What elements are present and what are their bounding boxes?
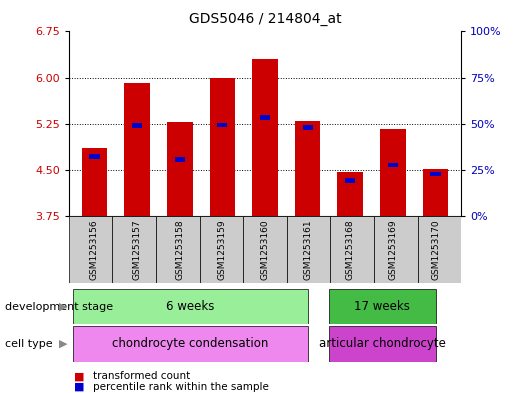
Bar <box>295 121 321 216</box>
Bar <box>174 157 185 162</box>
Text: GSM1253170: GSM1253170 <box>431 219 440 280</box>
Bar <box>423 169 448 216</box>
Text: percentile rank within the sample: percentile rank within the sample <box>93 382 269 392</box>
Text: 6 weeks: 6 weeks <box>166 300 215 313</box>
Text: GSM1253157: GSM1253157 <box>132 219 142 280</box>
Bar <box>200 216 243 283</box>
Text: GSM1253169: GSM1253169 <box>388 219 398 280</box>
Text: 17 weeks: 17 weeks <box>354 300 410 313</box>
Text: development stage: development stage <box>5 301 113 312</box>
Bar <box>69 216 112 283</box>
Bar <box>132 123 142 128</box>
Text: transformed count: transformed count <box>93 371 190 382</box>
Bar <box>260 116 270 120</box>
Bar <box>303 125 313 130</box>
Bar <box>252 59 278 216</box>
Bar <box>73 326 307 362</box>
Text: ■: ■ <box>74 371 85 382</box>
Bar <box>329 289 436 324</box>
Bar <box>287 216 330 283</box>
Text: GDS5046 / 214804_at: GDS5046 / 214804_at <box>189 12 341 26</box>
Text: GSM1253158: GSM1253158 <box>175 219 184 280</box>
Bar <box>430 171 440 176</box>
Text: GSM1253168: GSM1253168 <box>346 219 355 280</box>
Bar <box>125 83 150 216</box>
Bar <box>243 216 287 283</box>
Text: articular chondrocyte: articular chondrocyte <box>319 337 446 351</box>
Bar <box>73 289 307 324</box>
Bar <box>329 326 436 362</box>
Text: cell type: cell type <box>5 339 53 349</box>
Text: ▶: ▶ <box>59 339 67 349</box>
Bar <box>217 123 227 127</box>
Text: ■: ■ <box>74 382 85 392</box>
Bar <box>380 129 405 216</box>
Text: GSM1253160: GSM1253160 <box>261 219 269 280</box>
Bar <box>418 216 461 283</box>
Text: GSM1253159: GSM1253159 <box>218 219 227 280</box>
Bar <box>167 122 192 216</box>
Bar <box>90 154 100 159</box>
Bar <box>82 149 107 216</box>
Text: chondrocyte condensation: chondrocyte condensation <box>112 337 269 351</box>
Bar <box>388 163 398 167</box>
Bar <box>156 216 200 283</box>
Bar <box>374 216 418 283</box>
Text: GSM1253161: GSM1253161 <box>303 219 312 280</box>
Bar <box>209 78 235 216</box>
Text: ▶: ▶ <box>59 301 67 312</box>
Bar <box>112 216 156 283</box>
Text: GSM1253156: GSM1253156 <box>90 219 99 280</box>
Bar <box>345 178 356 183</box>
Bar <box>330 216 374 283</box>
Bar <box>338 172 363 216</box>
